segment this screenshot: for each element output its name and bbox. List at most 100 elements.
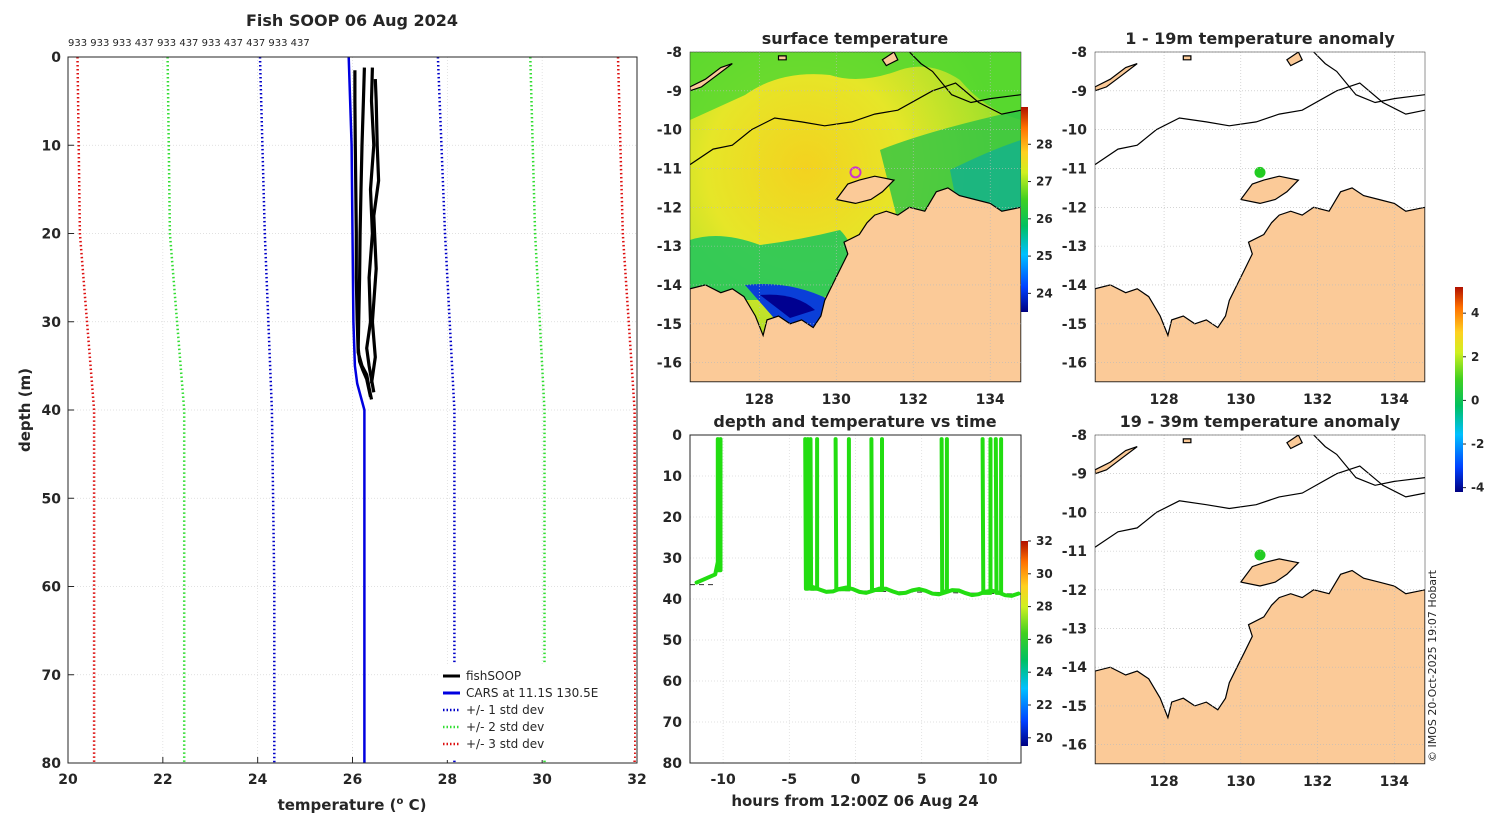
tdepth-x-tick-label: 5 xyxy=(917,772,927,788)
tdepth-x-tick-label: -5 xyxy=(782,772,798,788)
anom2-y-tick-label: -16 xyxy=(1062,738,1087,754)
profile-x-tick-label: 22 xyxy=(153,772,172,788)
anom1-y-tick-label: -10 xyxy=(1062,123,1088,139)
tdepth-colorbar-ticks: 20 22 24 26 28 30 32 xyxy=(1028,534,1053,745)
profile-std1-line xyxy=(436,57,456,763)
anom2-map xyxy=(1095,435,1425,764)
anomaly-colorbar-tick-label: -2 xyxy=(1471,437,1484,451)
sst-field-southwest xyxy=(690,230,854,300)
sst-y-tick-label: -10 xyxy=(657,123,683,139)
tdepth-dive-track-5 xyxy=(869,437,884,592)
sst-bathymetry-contour-north xyxy=(908,52,1021,104)
anom2-y-tick-label: -12 xyxy=(1062,583,1087,599)
anom2-y-tick-label: -10 xyxy=(1062,505,1088,521)
anom2-x-tick-label: 134 xyxy=(1380,774,1409,790)
tdepth-x-ticks: -10 -5 0 5 10 xyxy=(710,772,997,788)
profile-y-tick-label: 70 xyxy=(42,668,62,684)
profile-fishsoop-line xyxy=(365,67,376,393)
anom1-y-tick-label: -8 xyxy=(1071,45,1087,61)
tdepth-data xyxy=(690,437,1021,598)
sst-y-tick-label: -9 xyxy=(666,84,682,100)
profile-title: Fish SOOP 06 Aug 2024 xyxy=(246,11,458,30)
sst-islands xyxy=(690,52,899,205)
anomaly-colorbar-tick-label: 2 xyxy=(1471,350,1479,364)
anom2-panel: 19 - 39m temperature anomaly 128 130 132 13… xyxy=(1062,287,1484,790)
tdepth-colorbar-tick-label: 24 xyxy=(1036,665,1053,679)
profile-legend: fishSOOP CARS at 11.1S 130.5E +/- 1 std … xyxy=(438,664,634,760)
legend-item-std3: +/- 3 std dev xyxy=(443,737,544,751)
tdepth-dive-track-6 xyxy=(939,437,949,594)
tdepth-xlabel: hours from 12:00Z 06 Aug 24 xyxy=(731,792,978,810)
profile-panel: Fish SOOP 06 Aug 2024 933 933 933 437 93… xyxy=(16,11,647,814)
imos-credit: © IMOS 20-Oct-2025 19:07 Hobart xyxy=(1426,569,1439,762)
sst-title: surface temperature xyxy=(762,29,949,48)
legend-item-std2: +/- 2 std dev xyxy=(443,720,544,734)
profile-ylabel: depth (m) xyxy=(16,368,34,452)
profile-y-tick-label: 80 xyxy=(42,756,62,772)
anom1-y-tick-label: -16 xyxy=(1062,356,1087,372)
anom2-y-ticks: -8 -9 -10 -11 -12 -13 -14 -15 -16 xyxy=(1062,428,1088,754)
anom1-y-tick-label: -9 xyxy=(1071,84,1087,100)
profile-y-tick-label: 40 xyxy=(42,403,62,419)
tdepth-x-tick-label: -10 xyxy=(710,772,736,788)
anom2-x-tick-label: 128 xyxy=(1149,774,1178,790)
anom1-x-tick-label: 132 xyxy=(1303,392,1332,408)
tdepth-dive-track-1 xyxy=(694,437,723,585)
legend-item-fishsoop: fishSOOP xyxy=(443,669,521,683)
anom1-y-tick-label: -13 xyxy=(1062,239,1087,255)
sst-y-tick-label: -13 xyxy=(657,239,682,255)
tdepth-dive-track-3 xyxy=(808,437,820,591)
legend-item-std1: +/- 1 std dev xyxy=(443,703,544,717)
profile-y-tick-label: 30 xyxy=(42,315,62,331)
tdepth-y-tick-label: 70 xyxy=(663,715,683,731)
profile-y-tick-label: 0 xyxy=(51,50,61,66)
profile-lines xyxy=(76,57,636,763)
legend-item-cars: CARS at 11.1S 130.5E xyxy=(443,686,598,700)
sst-field-bonaparte-core xyxy=(760,294,815,318)
legend-label-std3: +/- 3 std dev xyxy=(466,737,544,751)
legend-label-fishsoop: fishSOOP xyxy=(466,669,521,683)
sst-y-tick-label: -14 xyxy=(657,278,683,294)
tdepth-x-tick-label: 0 xyxy=(851,772,861,788)
anom2-data-point xyxy=(1254,549,1266,561)
anom2-title: 19 - 39m temperature anomaly xyxy=(1120,412,1401,431)
anom1-map xyxy=(1095,52,1425,382)
sst-x-tick-label: 128 xyxy=(745,392,774,408)
tdepth-colorbar-tick-label: 32 xyxy=(1036,534,1053,548)
profile-x-tick-label: 32 xyxy=(627,772,646,788)
anomaly-colorbar-tick-label: -4 xyxy=(1471,481,1484,495)
tdepth-y-tick-label: 0 xyxy=(672,428,682,444)
anom2-y-tick-label: -9 xyxy=(1071,467,1087,483)
legend-label-std1: +/- 1 std dev xyxy=(466,703,544,717)
anom1-islands xyxy=(1095,52,1303,205)
legend-label-cars: CARS at 11.1S 130.5E xyxy=(466,686,598,700)
profile-subtitle: 933 933 933 437 933 437 933 437 437 933 … xyxy=(68,38,310,49)
sst-bathymetry-contour xyxy=(690,82,1021,166)
profile-x-tick-label: 24 xyxy=(248,772,268,788)
anom2-y-tick-label: -14 xyxy=(1062,660,1088,676)
anom2-x-ticks: 128 130 132 134 xyxy=(1149,774,1409,790)
anom2-x-tick-label: 132 xyxy=(1303,774,1332,790)
tdepth-colorbar-tick-label: 28 xyxy=(1036,600,1053,614)
tdepth-colorbar xyxy=(1021,541,1028,746)
sst-y-tick-label: -12 xyxy=(657,200,682,216)
profile-x-tick-label: 26 xyxy=(343,772,362,788)
anom1-y-ticks: -8 -9 -10 -11 -12 -13 -14 -15 -16 xyxy=(1062,45,1088,372)
sst-x-ticks: 128 130 132 134 xyxy=(745,392,1005,408)
sst-panel: surface temperature 128 130 132 134 -8 -9 -10… xyxy=(657,29,1053,408)
sst-map xyxy=(690,52,1021,382)
sst-colorbar-tick-label: 24 xyxy=(1036,286,1053,300)
anom2-y-tick-label: -15 xyxy=(1062,699,1087,715)
anom2-y-tick-label: -13 xyxy=(1062,622,1087,638)
sst-y-ticks: -8 -9 -10 -11 -12 -13 -14 -15 -16 xyxy=(657,45,683,372)
profile-x-tick-label: 30 xyxy=(532,772,552,788)
tdepth-dive-track-2 xyxy=(803,437,810,591)
sst-y-tick-label: -15 xyxy=(657,317,682,333)
anom2-islands xyxy=(1095,435,1304,587)
anom1-panel: 1 - 19m temperature anomaly 128 130 132 134… xyxy=(1062,29,1426,408)
anomaly-colorbar-ticks: 4 2 0 -2 -4 xyxy=(1463,306,1484,495)
tdepth-y-ticks: 0 10 20 30 40 50 60 70 80 xyxy=(663,428,683,772)
legend-box xyxy=(438,664,634,760)
anom1-x-tick-label: 130 xyxy=(1226,392,1255,408)
